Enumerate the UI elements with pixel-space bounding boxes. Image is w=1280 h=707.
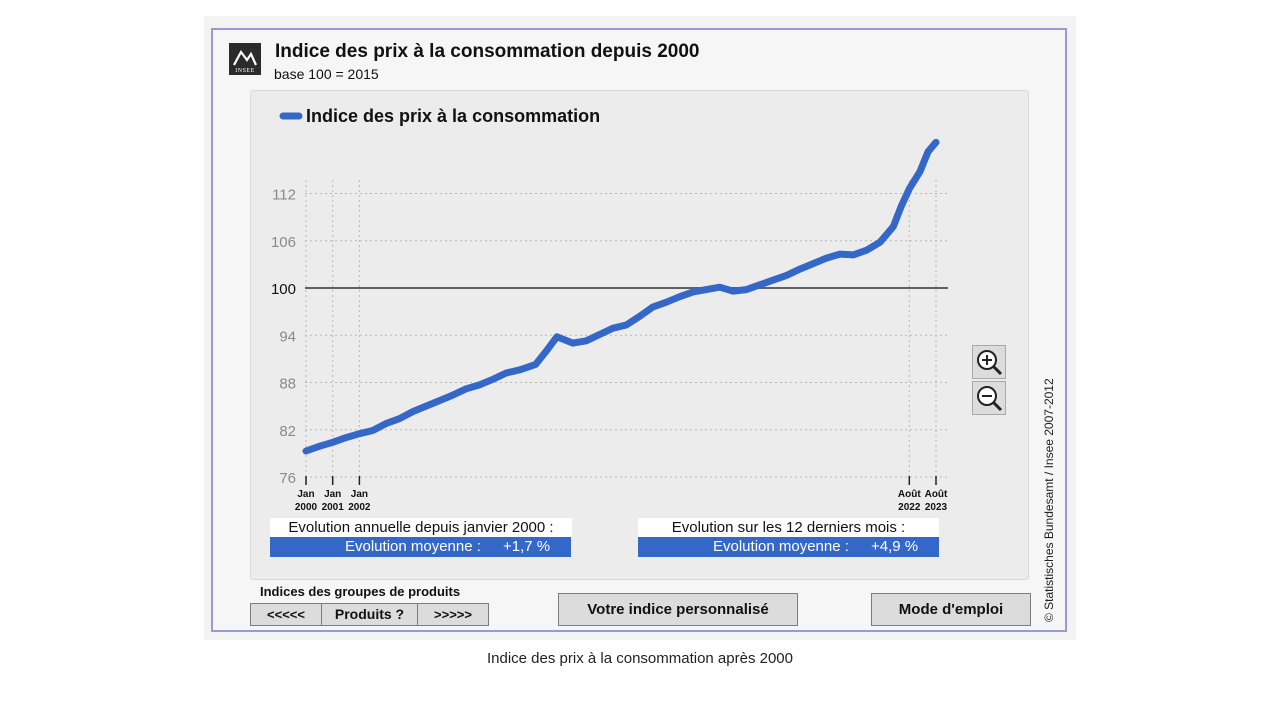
zoom-in-button[interactable]: [972, 345, 1006, 379]
insee-logo-mark: [233, 49, 258, 66]
page-subtitle: base 100 = 2015: [274, 66, 379, 82]
zoom-in-icon: [977, 350, 1003, 376]
user-guide-button[interactable]: Mode d'emploi: [871, 593, 1031, 626]
recent-mean-label: Evolution moyenne :: [713, 538, 849, 555]
image-caption: Indice des prix à la consommation après …: [486, 650, 793, 667]
annual-evolution-bar: Evolution moyenne : +1,7 %: [270, 537, 571, 557]
recent-evolution-bar: Evolution moyenne : +4,9 %: [638, 537, 939, 557]
annual-mean-label: Evolution moyenne :: [345, 538, 481, 555]
products-button[interactable]: Produits ?: [321, 603, 418, 626]
annual-evolution-label: Evolution annuelle depuis janvier 2000 :: [270, 518, 572, 537]
recent-evolution-label: Evolution sur les 12 derniers mois :: [638, 518, 939, 537]
annual-mean-value: +1,7 %: [503, 538, 551, 555]
chart-panel: [250, 90, 1029, 580]
next-group-button[interactable]: >>>>>: [417, 603, 489, 626]
recent-mean-value: +4,9 %: [871, 538, 919, 555]
previous-group-button[interactable]: <<<<<: [250, 603, 322, 626]
insee-logo: INSEE: [229, 43, 261, 75]
zoom-out-icon: [977, 386, 1003, 412]
product-groups-title: Indices des groupes de produits: [260, 584, 461, 599]
copyright-notice: © Statistisches Bundesamt / Insee 2007-2…: [1042, 378, 1056, 622]
page-title: Indice des prix à la consommation depuis…: [275, 41, 700, 62]
personal-index-button[interactable]: Votre indice personnalisé: [558, 593, 798, 626]
insee-logo-text: INSEE: [235, 68, 255, 74]
zoom-out-button[interactable]: [972, 381, 1006, 415]
